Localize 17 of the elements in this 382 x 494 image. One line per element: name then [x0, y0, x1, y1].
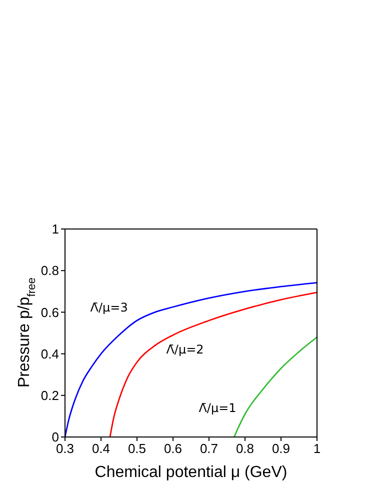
- series-label: Λ̄/μ=2: [166, 342, 204, 356]
- y-tick-label: 0.6: [40, 304, 59, 320]
- line-series: [234, 336, 317, 437]
- x-tick-label: 0.6: [164, 441, 182, 456]
- x-tick-label: 0.7: [200, 441, 218, 456]
- x-tick-label: 1: [313, 441, 321, 456]
- x-tick-label: 0.4: [92, 441, 110, 456]
- x-tick-label: 0.9: [272, 441, 290, 456]
- series-label: Λ̄/μ=1: [198, 400, 236, 415]
- series-label: Λ̄/μ=3: [90, 300, 128, 315]
- y-tick-label: 0.2: [40, 388, 59, 404]
- y-tick-label: 1: [52, 222, 59, 237]
- y-tick-label: 0.8: [40, 263, 59, 278]
- x-tick-label: 0.5: [128, 441, 146, 456]
- x-tick-label: 0.8: [236, 441, 254, 456]
- y-tick-label: 0.4: [40, 346, 59, 362]
- x-axis-title: Chemical potential μ (GeV): [94, 464, 288, 481]
